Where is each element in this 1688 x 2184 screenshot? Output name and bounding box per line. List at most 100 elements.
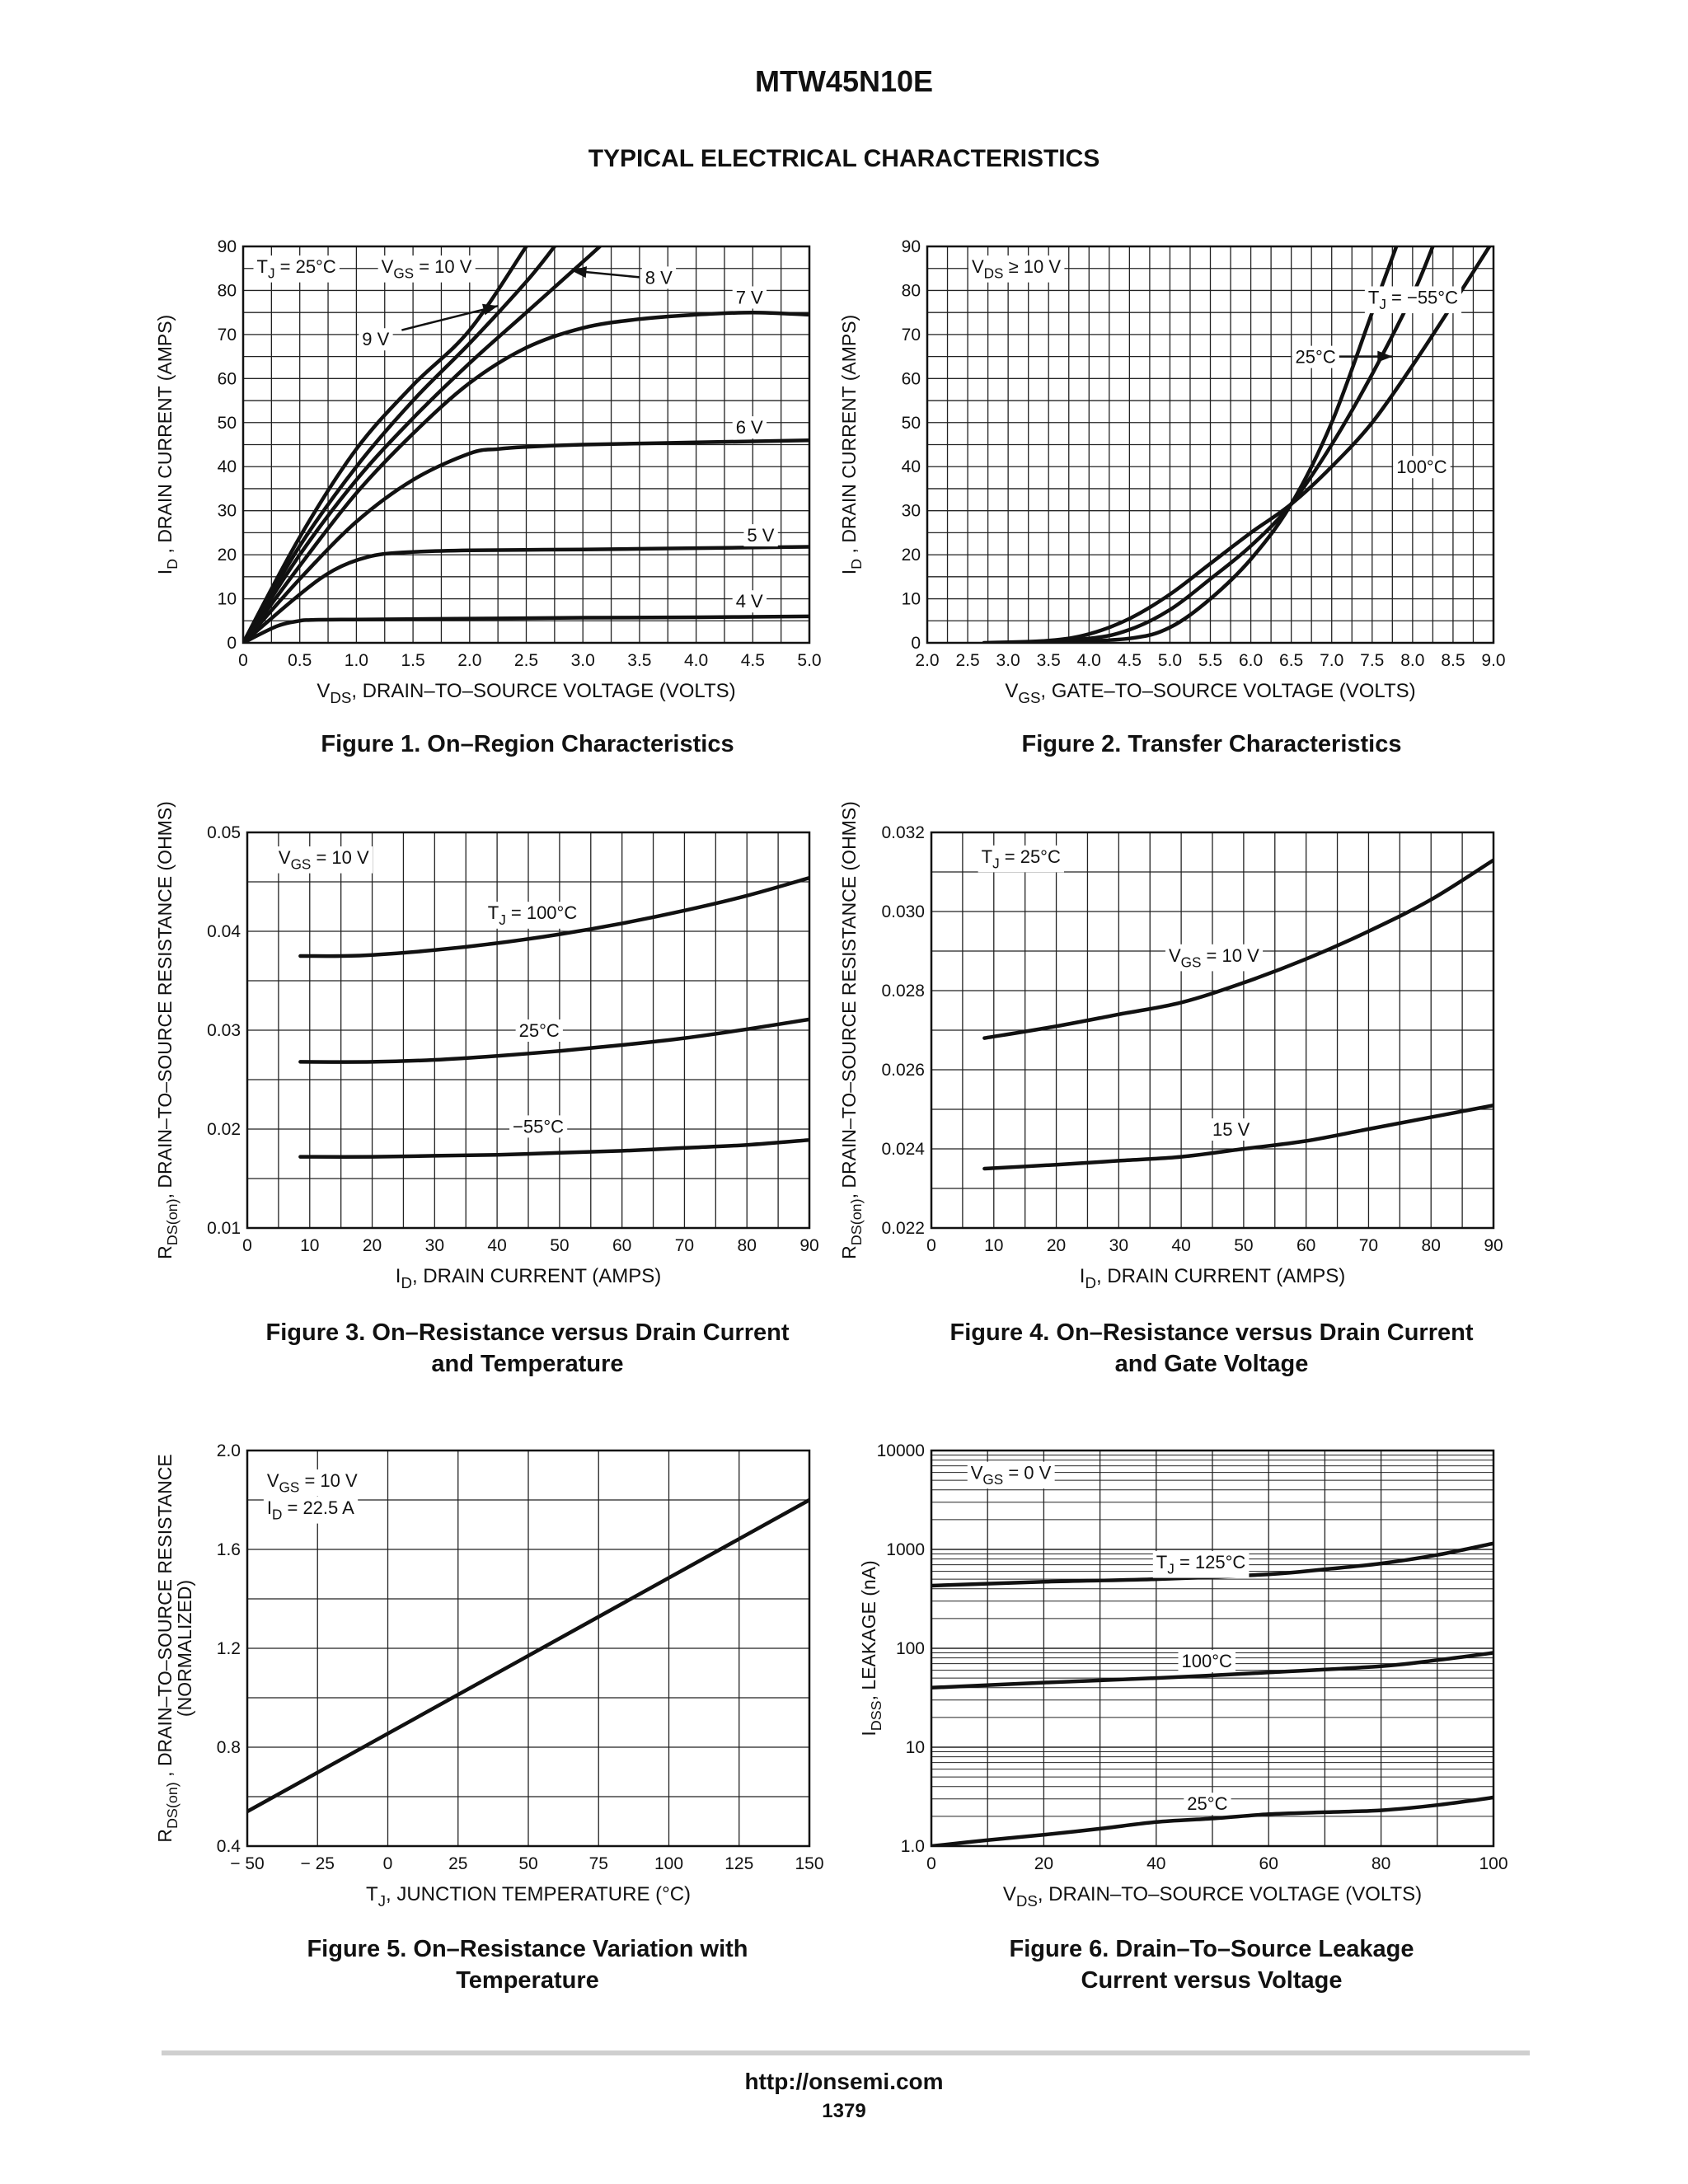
series-group xyxy=(982,858,1493,1171)
x-tick-label: 2.5 xyxy=(514,651,538,670)
y-tick-label: 70 xyxy=(902,326,921,344)
chart-svg-figure-6: 0 20 40 60 80 100 1.0 10 100 1000 10000 VDS, DRAIN–… xyxy=(858,1441,1508,1910)
annotation-background xyxy=(1184,1793,1231,1816)
annotation-background xyxy=(377,255,476,283)
y-tick-label: 30 xyxy=(218,502,237,521)
y-tick-label: 90 xyxy=(902,237,921,256)
y-tick-label: 40 xyxy=(218,457,237,476)
footer-url[interactable]: http://onsemi.com xyxy=(744,2069,944,2094)
y-tick-label: 0.030 xyxy=(881,902,925,921)
annotation-background xyxy=(1364,286,1462,314)
y-tick-label: 0.02 xyxy=(207,1120,241,1139)
page-number: 1379 xyxy=(822,2100,866,2122)
caption-line-1: Figure 1. On–Region Characteristics xyxy=(321,731,734,757)
x-tick-label: 50 xyxy=(518,1854,537,1873)
x-tick-label: 30 xyxy=(425,1236,444,1255)
y-tick-label: 100 xyxy=(896,1639,925,1658)
y-tick-label: 10000 xyxy=(877,1441,925,1460)
y-tick-label: 50 xyxy=(902,414,921,433)
x-tick-label: 60 xyxy=(1296,1236,1315,1255)
x-tick-label: 0 xyxy=(383,1854,393,1873)
annotation-background xyxy=(484,902,581,929)
x-tick-label: 60 xyxy=(612,1236,631,1255)
caption-line-2: and Temperature xyxy=(431,1351,624,1377)
annotation-label: 25°C xyxy=(519,1020,560,1041)
grid xyxy=(242,246,810,644)
series-line xyxy=(243,246,557,643)
series-line xyxy=(1046,246,1399,643)
annotation-background xyxy=(1152,1550,1250,1578)
y-tick-label: 20 xyxy=(218,546,237,565)
series-line xyxy=(243,246,603,643)
x-tick-label: 80 xyxy=(1422,1236,1441,1255)
annotation-label: TJ = −55°C xyxy=(1368,287,1458,312)
x-axis-label: VDS, DRAIN–TO–SOURCE VOLTAGE (VOLTS) xyxy=(316,680,735,706)
x-tick-label: 6.0 xyxy=(1239,651,1263,670)
chart-figure-3: 0 10 20 30 40 50 60 70 80 90 0.01 0.02 0.03 0.04 0.05 I… xyxy=(148,801,849,1310)
y-axis-label: RDS(on), DRAIN–TO–SOURCE RESISTANCE (OHM… xyxy=(838,801,865,1259)
y-tick-label: 10 xyxy=(218,590,237,609)
chart-svg-figure-3: 0 10 20 30 40 50 60 70 80 90 0.01 0.02 0.03 0.04 0.05 I… xyxy=(154,801,819,1291)
annotation-label: VGS = 10 V xyxy=(267,1470,358,1496)
annotation-arrow-head xyxy=(481,303,499,316)
caption-line-1: Figure 3. On–Resistance versus Drain Cur… xyxy=(265,1319,790,1346)
y-axis-label-line-2: (NORMALIZED) xyxy=(174,1580,195,1717)
annotation-label: −55°C xyxy=(513,1116,564,1137)
x-tick-label: 4.5 xyxy=(741,651,765,670)
x-tick-label: 60 xyxy=(1259,1854,1278,1873)
caption-line-1: Figure 6. Drain–To–Source Leakage xyxy=(1009,1936,1414,1962)
y-tick-label: 0.022 xyxy=(881,1219,925,1238)
x-axis-label: ID, DRAIN CURRENT (AMPS) xyxy=(396,1265,661,1291)
x-tick-label: 2.0 xyxy=(915,651,939,670)
x-tick-label: 5.0 xyxy=(797,651,821,670)
y-tick-label: 2.0 xyxy=(217,1441,241,1460)
chart-figure-4: 0 10 20 30 40 50 60 70 80 90 0.022 0.024 0.026 0.028 0… xyxy=(832,801,1533,1310)
series-line xyxy=(982,858,1493,1040)
x-tick-label: 3.0 xyxy=(571,651,595,670)
x-tick-label: 10 xyxy=(984,1236,1003,1255)
x-tick-label: 20 xyxy=(363,1236,382,1255)
annotation-label: 5 V xyxy=(747,525,774,546)
annotation-label: 4 V xyxy=(736,591,763,612)
x-tick-label: 40 xyxy=(487,1236,506,1255)
x-tick-label: 3.5 xyxy=(1037,651,1061,670)
series-group xyxy=(982,246,1492,643)
annotation-background xyxy=(1178,1649,1236,1672)
y-axis-label: ID , DRAIN CURRENT (AMPS) xyxy=(838,315,865,574)
y-tick-label: 0.032 xyxy=(881,823,925,842)
series-group xyxy=(298,875,809,1159)
x-axis-label: VGS, GATE–TO–SOURCE VOLTAGE (VOLTS) xyxy=(1005,680,1415,706)
annotation-label: VDS ≥ 10 V xyxy=(972,256,1061,282)
caption-figure-3: Figure 3. On–Resistance versus Drain Cur… xyxy=(214,1317,841,1380)
annotation-background xyxy=(967,1461,1055,1489)
x-tick-label: 2.0 xyxy=(457,651,481,670)
y-tick-label: 0.028 xyxy=(881,982,925,1001)
series-group xyxy=(247,1497,809,1814)
x-tick-label: 0 xyxy=(238,651,248,670)
annotation-label: 8 V xyxy=(645,267,673,288)
x-tick-label: 90 xyxy=(1484,1236,1503,1255)
x-tick-label: 2.5 xyxy=(955,651,979,670)
x-tick-label: 75 xyxy=(589,1854,608,1873)
annotation-background xyxy=(263,1469,362,1497)
annotation-background xyxy=(253,255,340,283)
x-tick-label: 8.5 xyxy=(1441,651,1465,670)
y-axis-label: RDS(on), DRAIN–TO–SOURCE RESISTANCE (OHM… xyxy=(154,801,181,1259)
annotation-label: VGS = 10 V xyxy=(382,256,472,282)
annotation-label: 6 V xyxy=(736,417,763,438)
annotation-label: 100°C xyxy=(1396,457,1447,477)
y-tick-label: 0.04 xyxy=(207,922,241,941)
x-tick-label: 0 xyxy=(242,1236,252,1255)
annotation-background xyxy=(359,328,393,351)
y-tick-label: 20 xyxy=(902,546,921,565)
plot-frame xyxy=(926,245,1495,644)
x-tick-label: 0 xyxy=(926,1854,936,1873)
section-title: TYPICAL ELECTRICAL CHARACTERISTICS xyxy=(588,145,1100,172)
annotation-background xyxy=(1165,944,1264,972)
grid xyxy=(931,1451,1494,1847)
x-axis-label: TJ, JUNCTION TEMPERATURE (°C) xyxy=(366,1883,691,1910)
x-tick-label: 8.0 xyxy=(1400,651,1424,670)
y-tick-label: 1.0 xyxy=(901,1837,925,1856)
x-tick-label: 4.0 xyxy=(1077,651,1101,670)
series-line xyxy=(931,1651,1493,1690)
